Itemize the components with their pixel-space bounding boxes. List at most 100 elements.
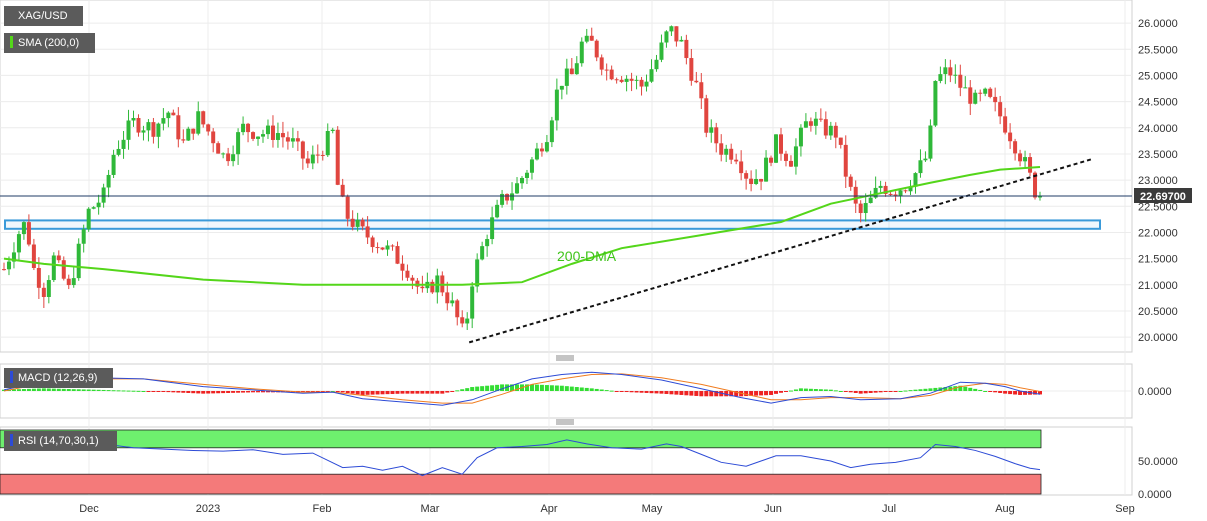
macd-hist-bar-positive	[549, 385, 554, 391]
candle-up	[574, 63, 579, 75]
macd-hist-bar-positive	[813, 389, 818, 391]
price-tag: 22.69700	[1134, 188, 1192, 203]
candle-down	[609, 69, 614, 80]
macd-hist-bar-negative	[420, 391, 425, 394]
macd-hist-bar-negative	[1023, 391, 1028, 395]
rsi-tick-label: 50.0000	[1138, 456, 1178, 468]
macd-hist-bar-negative	[186, 391, 191, 393]
candle-down	[744, 173, 749, 179]
candle-down	[375, 247, 380, 249]
candle-up	[480, 246, 485, 260]
candle-down	[285, 137, 290, 142]
price-panel	[0, 0, 1133, 353]
macd-hist-bar-negative	[1008, 391, 1013, 395]
macd-hist-bar-positive	[803, 388, 808, 391]
macd-hist-bar-positive	[918, 389, 923, 391]
macd-hist-bar-negative	[166, 391, 171, 393]
candle-up	[828, 125, 833, 136]
macd-hist-bar-positive	[908, 390, 913, 392]
macd-hist-bar-negative	[161, 391, 166, 392]
candle-down	[365, 226, 370, 238]
macd-hist-bar-negative	[390, 391, 395, 394]
candle-down	[445, 292, 450, 304]
macd-hist-bar-positive	[460, 389, 465, 391]
candle-down	[1028, 157, 1033, 173]
macd-hist-bar-positive	[116, 390, 121, 392]
macd-hist-bar-positive	[559, 385, 564, 391]
legend-symbol[interactable]: XAG/USD	[4, 6, 83, 26]
macd-hist-bar-negative	[256, 391, 261, 393]
legend-rsi[interactable]: RSI (14,70,30,1)	[4, 431, 117, 451]
candle-down	[191, 128, 196, 134]
macd-hist-bar-positive	[529, 384, 534, 391]
candle-down	[320, 154, 325, 156]
macd-swatch	[10, 371, 13, 383]
macd-hist-bar-positive	[838, 391, 843, 392]
macd-hist-bar-negative	[779, 391, 783, 393]
candle-up	[330, 129, 335, 132]
candle-up	[873, 187, 878, 198]
candle-down	[958, 74, 963, 88]
macd-hist-bar-positive	[544, 385, 549, 391]
macd-hist-bar-positive	[948, 386, 953, 391]
macd-hist-bar-negative	[729, 391, 734, 397]
candle-down	[251, 132, 256, 139]
candle-down	[211, 131, 216, 144]
candle-up	[664, 31, 669, 43]
sma-200-line	[3, 166, 1041, 286]
legend-sma[interactable]: SMA (200,0)	[4, 33, 95, 53]
candle-down	[858, 203, 863, 214]
macd-hist-bar-negative	[769, 391, 774, 395]
legend-macd[interactable]: MACD (12,26,9)	[4, 368, 113, 388]
macd-hist-bar-positive	[958, 385, 963, 391]
candle-up	[236, 132, 241, 155]
candle-up	[659, 42, 664, 60]
candle-up	[221, 153, 226, 155]
candle-down	[360, 219, 365, 227]
candle-up	[564, 68, 569, 86]
panel-splitter-macd[interactable]	[556, 355, 574, 361]
candle-up	[943, 67, 948, 75]
candle-down	[340, 184, 345, 197]
candle-up	[754, 178, 759, 185]
candle-down	[734, 159, 739, 162]
candle-down	[639, 79, 644, 87]
candle-up	[465, 318, 470, 324]
candle-up	[275, 133, 280, 140]
candle-down	[410, 277, 415, 281]
macd-hist-bar-negative	[305, 391, 310, 393]
macd-hist-bar-positive	[818, 389, 823, 391]
candle-down	[629, 78, 634, 81]
legend-macd-label: MACD (12,26,9)	[18, 372, 98, 384]
candle-up	[196, 111, 201, 134]
candle-up	[918, 160, 923, 174]
candle-up	[241, 123, 246, 133]
macd-hist-bar-positive	[41, 388, 46, 391]
macd-hist-bar-negative	[774, 391, 779, 394]
macd-hist-bar-positive	[56, 388, 61, 391]
candle-down	[853, 186, 858, 204]
candle-up	[798, 127, 803, 147]
macd-hist-bar-negative	[654, 391, 659, 394]
candle-down	[36, 267, 41, 288]
macd-hist-bar-positive	[524, 384, 529, 391]
macd-hist-bar-positive	[973, 388, 978, 391]
candle-down	[26, 222, 31, 245]
price-tick-label: 23.5000	[1138, 149, 1178, 161]
candle-down	[335, 129, 340, 185]
macd-hist-bar-negative	[744, 391, 749, 397]
macd-hist-bar-negative	[370, 391, 375, 395]
candle-up	[470, 286, 475, 319]
macd-hist-bar-negative	[340, 391, 345, 393]
legend-symbol-label: XAG/USD	[18, 10, 68, 22]
x-tick-label: May	[642, 503, 663, 515]
candle-up	[579, 41, 584, 64]
macd-hist-bar-positive	[465, 388, 470, 391]
panel-splitter-rsi[interactable]	[556, 419, 574, 425]
candle-up	[81, 229, 86, 244]
candle-down	[689, 58, 694, 81]
candle-down	[345, 196, 350, 219]
macd-hist-bar-positive	[983, 391, 988, 392]
macd-hist-bar-positive	[121, 390, 126, 392]
candle-up	[495, 204, 500, 218]
